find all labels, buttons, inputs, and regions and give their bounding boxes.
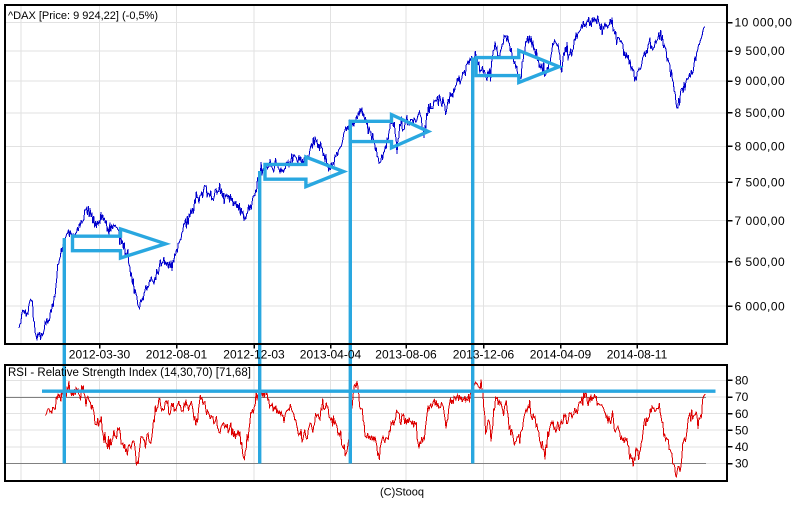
svg-text:40: 40 [735, 440, 749, 454]
svg-text:2013-12-06: 2013-12-06 [453, 348, 515, 362]
svg-text:7 000,00: 7 000,00 [735, 214, 786, 228]
svg-text:50: 50 [735, 423, 749, 437]
svg-text:2012-03-30: 2012-03-30 [69, 348, 131, 362]
svg-text:70: 70 [735, 390, 749, 404]
svg-text:2012-12-03: 2012-12-03 [223, 348, 285, 362]
svg-text:2012-08-01: 2012-08-01 [146, 348, 208, 362]
svg-text:8 500,00: 8 500,00 [735, 106, 786, 120]
svg-text:2014-04-09: 2014-04-09 [530, 348, 592, 362]
svg-text:6 000,00: 6 000,00 [735, 299, 786, 313]
svg-text:60: 60 [735, 407, 749, 421]
svg-text:2013-04-04: 2013-04-04 [300, 348, 362, 362]
svg-text:2014-08-11: 2014-08-11 [607, 348, 668, 362]
svg-text:30: 30 [735, 457, 749, 471]
svg-text:2013-08-06: 2013-08-06 [375, 348, 437, 362]
svg-text:9 000,00: 9 000,00 [735, 74, 786, 88]
svg-text:80: 80 [735, 374, 749, 388]
svg-text:9 500,00: 9 500,00 [735, 44, 786, 58]
svg-text:RSI - Relative Strength Index: RSI - Relative Strength Index (14,30,70)… [8, 367, 251, 379]
svg-text:(C)Stooq: (C)Stooq [380, 487, 424, 499]
svg-text:6 500,00: 6 500,00 [735, 255, 786, 269]
svg-text:7 500,00: 7 500,00 [735, 176, 786, 190]
svg-text:^DAX [Price: 9 924,22] (-0,5%): ^DAX [Price: 9 924,22] (-0,5%) [8, 10, 158, 22]
svg-text:10 000,00: 10 000,00 [735, 16, 793, 30]
svg-text:8 000,00: 8 000,00 [735, 140, 786, 154]
